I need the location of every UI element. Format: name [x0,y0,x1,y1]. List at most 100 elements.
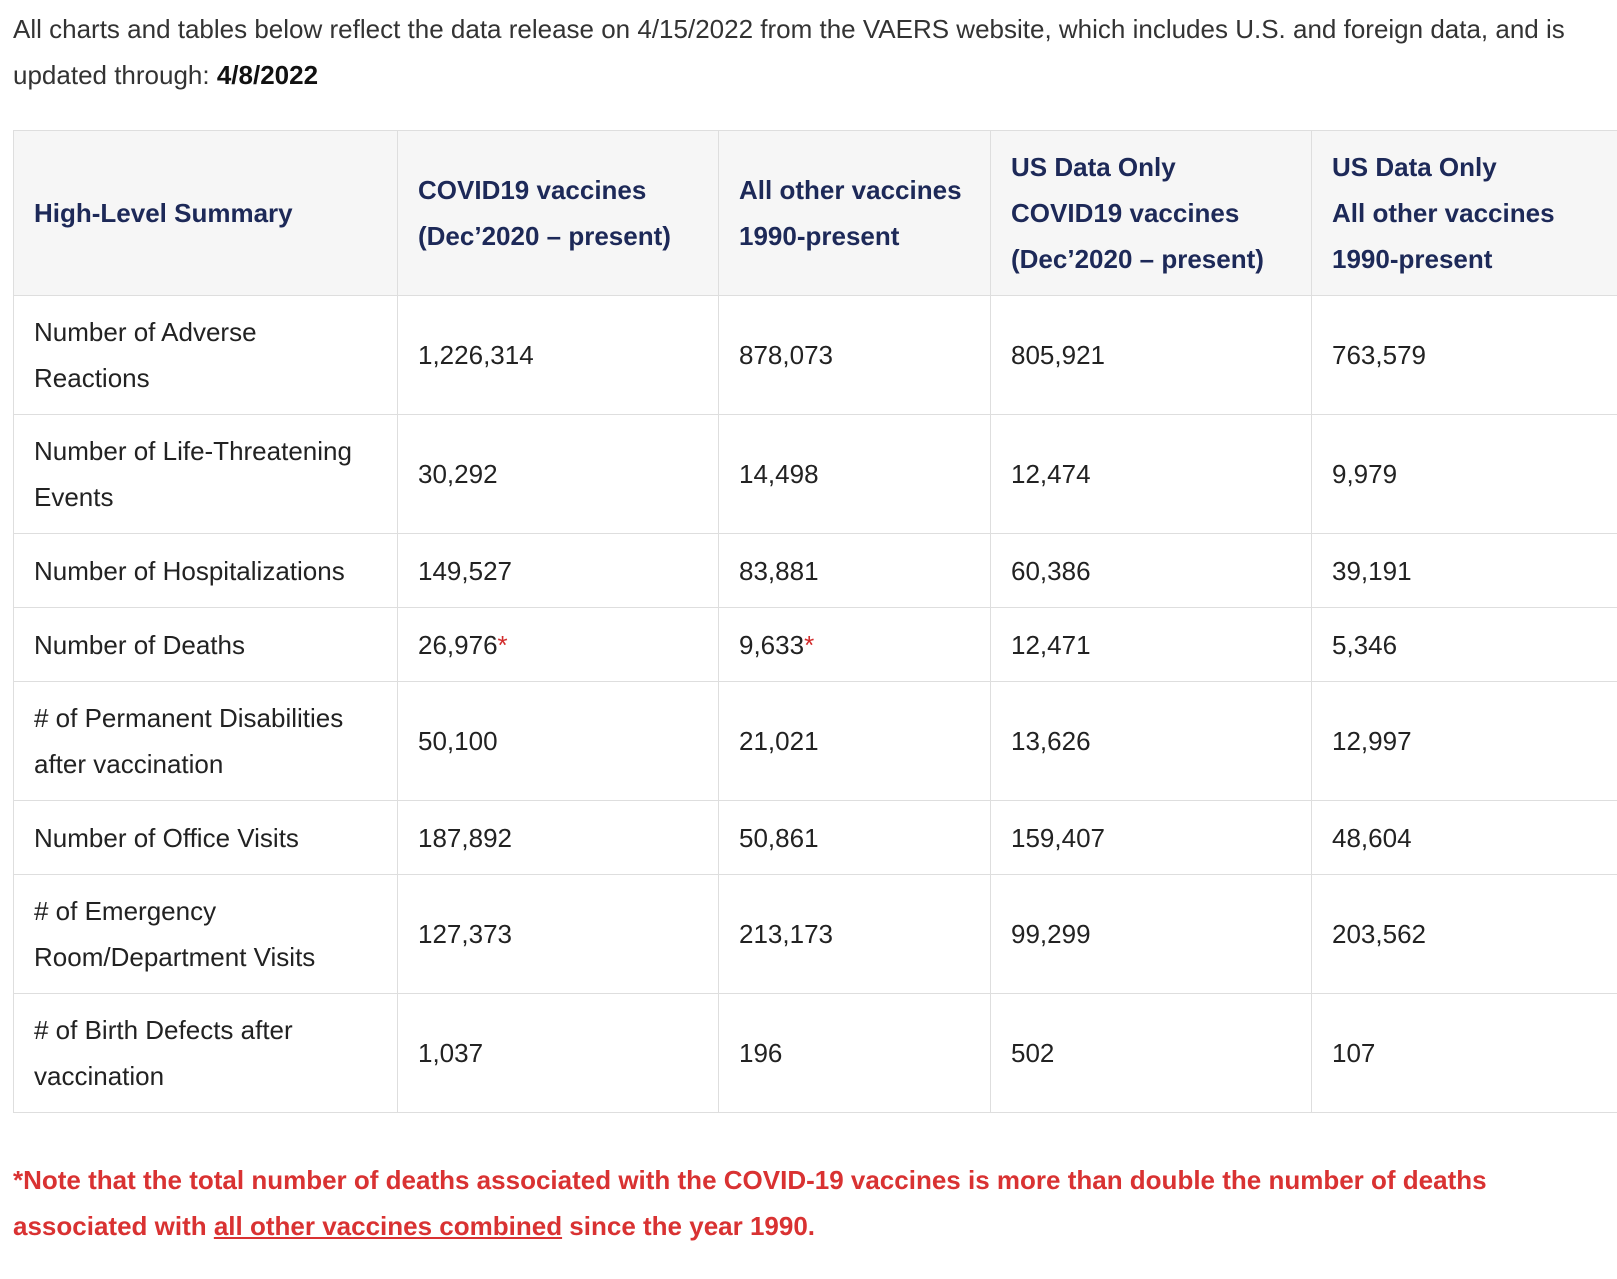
cell-value: 26,976 [418,629,498,660]
cell-value: 1,226,314 [418,340,534,370]
footnote-line-1: *Note that the total number of deaths as… [13,1165,1487,1195]
cell-value: 30,292 [418,459,498,489]
cell-covid-all: 1,226,314 [397,295,719,415]
header-line: (Dec’2020 – present) [418,221,671,251]
header-cell-summary: High-Level Summary [13,130,398,296]
cell-value: 21,021 [739,726,819,756]
cell-covid-all: 1,037 [397,993,719,1113]
footnote-text: associated with [13,1211,214,1241]
header-line: COVID19 vaccines [418,175,647,205]
cell-other-all: 83,881 [718,533,991,608]
table-row: Number of Life-Threatening Events 30,292 … [13,414,1617,534]
label-line: Reactions [34,363,150,393]
label-line: # of Permanent Disabilities [34,703,344,733]
label-line: # of Emergency [34,896,217,926]
header-line: High-Level Summary [34,198,293,228]
header-cell-covid-us: US Data Only COVID19 vaccines (Dec’2020 … [990,130,1312,296]
header-cell-covid-all: COVID19 vaccines (Dec’2020 – present) [397,130,719,296]
row-label: Number of Adverse Reactions [13,295,398,415]
cell-covid-all: 50,100 [397,681,719,801]
cell-other-us: 763,579 [1311,295,1617,415]
label-line: Events [34,482,114,512]
row-label: # of Birth Defects after vaccination [13,993,398,1113]
cell-other-all: 50,861 [718,800,991,875]
intro-paragraph: All charts and tables below reflect the … [13,6,1603,98]
row-label: Number of Deaths [13,607,398,682]
header-cell-other-all: All other vaccines 1990-present [718,130,991,296]
header-line: 1990-present [1332,244,1493,274]
header-line: All other vaccines [1332,198,1555,228]
summary-table-container: High-Level Summary COVID19 vaccines (Dec… [13,130,1617,1113]
table-row: Number of Adverse Reactions 1,226,314 878… [13,295,1617,415]
cell-value: 127,373 [418,919,512,949]
asterisk-mark: * [804,629,815,660]
header-line: US Data Only [1332,152,1497,182]
cell-other-us: 39,191 [1311,533,1617,608]
header-line: All other vaccines [739,175,962,205]
table-row: Number of Office Visits 187,892 50,861 1… [13,800,1617,875]
cell-covid-all: 30,292 [397,414,719,534]
label-line: Number of Deaths [34,629,245,660]
intro-text: All charts and tables below reflect the … [13,14,1565,90]
row-label: Number of Life-Threatening Events [13,414,398,534]
header-cell-other-us: US Data Only All other vaccines 1990-pre… [1311,130,1617,296]
cell-value: 213,173 [739,919,833,949]
table-row: Number of Deaths 26,976* 9,633* 12,471 5… [13,607,1617,682]
cell-value: 50,100 [418,726,498,756]
cell-covid-all: 187,892 [397,800,719,875]
label-line: Number of Adverse [34,317,257,347]
table-row: # of Birth Defects after vaccination 1,03… [13,993,1617,1113]
cell-covid-us: 60,386 [990,533,1312,608]
cell-covid-us: 99,299 [990,874,1312,994]
cell-other-all: 878,073 [718,295,991,415]
label-line: # of Birth Defects after [34,1015,293,1045]
label-line: after vaccination [34,749,224,779]
footnote-emphasis: all other vaccines combined [213,1211,563,1241]
footnote: *Note that the total number of deaths as… [13,1157,1603,1249]
cell-other-all: 14,498 [718,414,991,534]
row-label: # of Emergency Room/Department Visits [13,874,398,994]
cell-covid-us: 805,921 [990,295,1312,415]
cell-covid-us: 13,626 [990,681,1312,801]
label-line: Number of Life-Threatening [34,436,352,466]
cell-other-all: 196 [718,993,991,1113]
cell-covid-all: 149,527 [397,533,719,608]
cell-other-us: 9,979 [1311,414,1617,534]
cell-other-us: 107 [1311,993,1617,1113]
cell-covid-us: 12,471 [990,607,1312,682]
cell-other-us: 5,346 [1311,607,1617,682]
footnote-text: since the year 1990. [562,1211,816,1241]
header-line: COVID19 vaccines [1011,198,1240,228]
cell-other-us: 203,562 [1311,874,1617,994]
cell-value: 196 [739,1038,783,1068]
cell-other-us: 48,604 [1311,800,1617,875]
table-row: # of Emergency Room/Department Visits 127… [13,874,1617,994]
label-line: Room/Department Visits [34,942,316,972]
table-row: # of Permanent Disabilities after vaccina… [13,681,1617,801]
cell-value: 14,498 [739,459,819,489]
cell-covid-us: 12,474 [990,414,1312,534]
cell-other-all: 21,021 [718,681,991,801]
cell-value: 9,633 [739,629,805,660]
cell-value: 187,892 [418,822,512,853]
header-line: US Data Only [1011,152,1176,182]
cell-covid-all: 127,373 [397,874,719,994]
label-line: Number of Hospitalizations [34,555,345,586]
asterisk-mark: * [497,629,508,660]
header-line: (Dec’2020 – present) [1011,244,1264,274]
cell-value: 149,527 [418,555,512,586]
cell-covid-us: 159,407 [990,800,1312,875]
row-label: Number of Hospitalizations [13,533,398,608]
cell-other-all: 213,173 [718,874,991,994]
cell-other-all: 9,633* [718,607,991,682]
label-line: vaccination [34,1061,165,1091]
cell-value: 878,073 [739,340,833,370]
row-label: # of Permanent Disabilities after vaccina… [13,681,398,801]
label-line: Number of Office Visits [34,822,299,853]
footnote-line-2: associated with all other vaccines combi… [13,1203,1603,1249]
header-row: High-Level Summary COVID19 vaccines (Dec… [13,130,1617,296]
cell-other-us: 12,997 [1311,681,1617,801]
header-line: 1990-present [739,221,900,251]
cell-covid-us: 502 [990,993,1312,1113]
cell-value: 50,861 [739,822,819,853]
